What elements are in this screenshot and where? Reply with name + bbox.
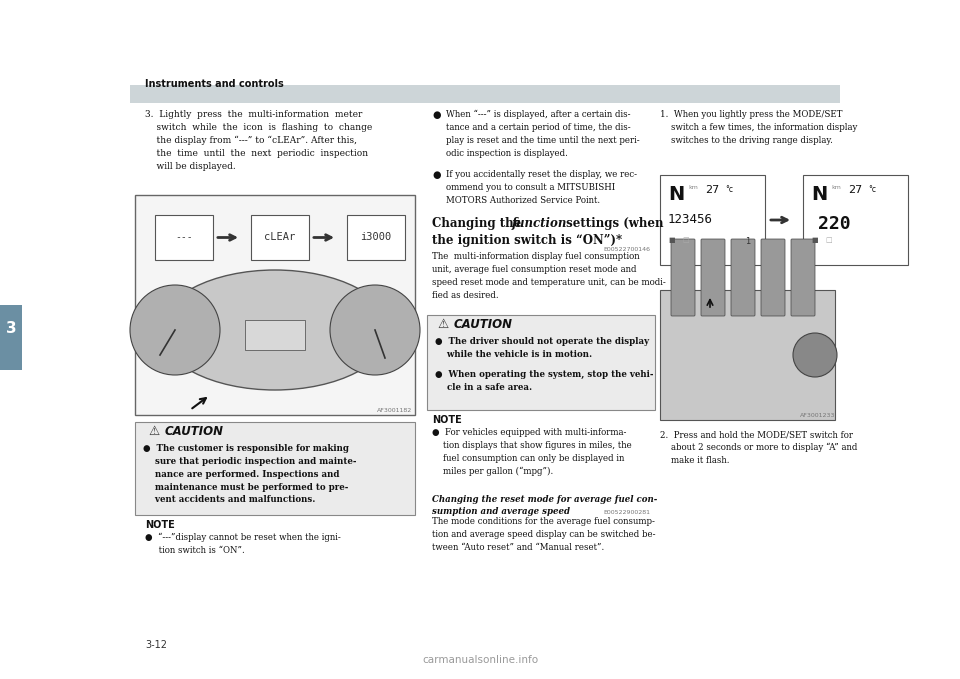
FancyBboxPatch shape <box>671 239 695 316</box>
Text: 3: 3 <box>6 321 16 336</box>
Text: km: km <box>831 185 841 190</box>
Text: carmanualsonline.info: carmanualsonline.info <box>422 655 538 665</box>
Text: When “---” is displayed, after a certain dis-
tance and a certain period of time: When “---” is displayed, after a certain… <box>446 110 639 158</box>
Text: ---: --- <box>175 232 193 242</box>
Text: E00522700146: E00522700146 <box>603 247 650 252</box>
FancyBboxPatch shape <box>155 215 213 260</box>
Text: ⚠: ⚠ <box>148 425 159 438</box>
Text: ●: ● <box>432 170 441 180</box>
Text: AF3001182: AF3001182 <box>376 408 412 413</box>
Text: settings (when: settings (when <box>562 217 663 230</box>
Text: ■: ■ <box>811 237 818 243</box>
Circle shape <box>330 285 420 375</box>
Text: ●: ● <box>432 110 441 120</box>
Text: 123456: 123456 <box>668 213 713 226</box>
Text: °c: °c <box>725 185 733 194</box>
Text: °c: °c <box>868 185 876 194</box>
FancyBboxPatch shape <box>347 215 405 260</box>
Text: □: □ <box>825 237 831 243</box>
Text: 1: 1 <box>745 237 751 246</box>
Text: Changing the: Changing the <box>432 217 525 230</box>
Text: NOTE: NOTE <box>432 415 462 425</box>
FancyBboxPatch shape <box>660 290 835 420</box>
Text: ●  The customer is responsible for making
    sure that periodic inspection and : ● The customer is responsible for making… <box>143 444 356 504</box>
FancyBboxPatch shape <box>251 215 309 260</box>
FancyBboxPatch shape <box>130 85 840 103</box>
Circle shape <box>793 333 837 377</box>
Circle shape <box>130 285 220 375</box>
Text: 3.  Lightly  press  the  multi-information  meter
    switch  while  the  icon  : 3. Lightly press the multi-information m… <box>145 110 372 171</box>
Text: 27: 27 <box>848 185 862 195</box>
Text: 220: 220 <box>818 215 851 233</box>
FancyBboxPatch shape <box>135 422 415 515</box>
Text: the ignition switch is “ON”)*: the ignition switch is “ON”)* <box>432 234 622 247</box>
FancyBboxPatch shape <box>731 239 755 316</box>
Text: ■: ■ <box>668 237 675 243</box>
FancyBboxPatch shape <box>791 239 815 316</box>
FancyBboxPatch shape <box>245 320 305 350</box>
FancyBboxPatch shape <box>803 175 908 265</box>
Text: 2.  Press and hold the MODE/SET switch for
    about 2 seconds or more to displa: 2. Press and hold the MODE/SET switch fo… <box>660 430 857 465</box>
Text: ⚠: ⚠ <box>437 318 448 331</box>
Text: 27: 27 <box>705 185 719 195</box>
FancyBboxPatch shape <box>761 239 785 316</box>
Text: Changing the reset mode for average fuel con-
sumption and average speed: Changing the reset mode for average fuel… <box>432 495 658 517</box>
Text: ●  The driver should not operate the display
    while the vehicle is in motion.: ● The driver should not operate the disp… <box>435 337 649 359</box>
Text: CAUTION: CAUTION <box>165 425 224 438</box>
Text: function: function <box>512 217 567 230</box>
Text: CAUTION: CAUTION <box>454 318 513 331</box>
FancyBboxPatch shape <box>660 175 765 265</box>
FancyBboxPatch shape <box>0 305 22 370</box>
Text: N: N <box>668 185 684 204</box>
Text: 1.  When you lightly press the MODE/SET
    switch a few times, the information : 1. When you lightly press the MODE/SET s… <box>660 110 857 145</box>
Text: The  multi-information display fuel consumption
unit, average fuel consumption r: The multi-information display fuel consu… <box>432 252 665 299</box>
Text: i3000: i3000 <box>360 232 392 242</box>
Text: E00522900281: E00522900281 <box>603 510 650 515</box>
Text: ●  “---”display cannot be reset when the igni-
     tion switch is “ON”.: ● “---”display cannot be reset when the … <box>145 533 341 555</box>
FancyBboxPatch shape <box>135 195 415 415</box>
Text: The mode conditions for the average fuel consump-
tion and average speed display: The mode conditions for the average fuel… <box>432 517 656 552</box>
Text: ●  When operating the system, stop the vehi-
    cle in a safe area.: ● When operating the system, stop the ve… <box>435 370 654 392</box>
Text: N: N <box>811 185 828 204</box>
Text: cLEAr: cLEAr <box>264 232 296 242</box>
Text: Instruments and controls: Instruments and controls <box>145 79 284 89</box>
Text: AF3001233: AF3001233 <box>800 413 835 418</box>
Text: NOTE: NOTE <box>145 520 175 530</box>
Text: ●  For vehicles equipped with multi-informa-
    tion displays that show figures: ● For vehicles equipped with multi-infor… <box>432 428 632 476</box>
Text: km: km <box>688 185 698 190</box>
FancyBboxPatch shape <box>701 239 725 316</box>
Text: If you accidentally reset the display, we rec-
ommend you to consult a MITSUBISH: If you accidentally reset the display, w… <box>446 170 637 204</box>
Text: □: □ <box>682 237 688 243</box>
Text: 3-12: 3-12 <box>145 640 167 650</box>
Ellipse shape <box>160 270 390 390</box>
FancyBboxPatch shape <box>427 315 655 410</box>
